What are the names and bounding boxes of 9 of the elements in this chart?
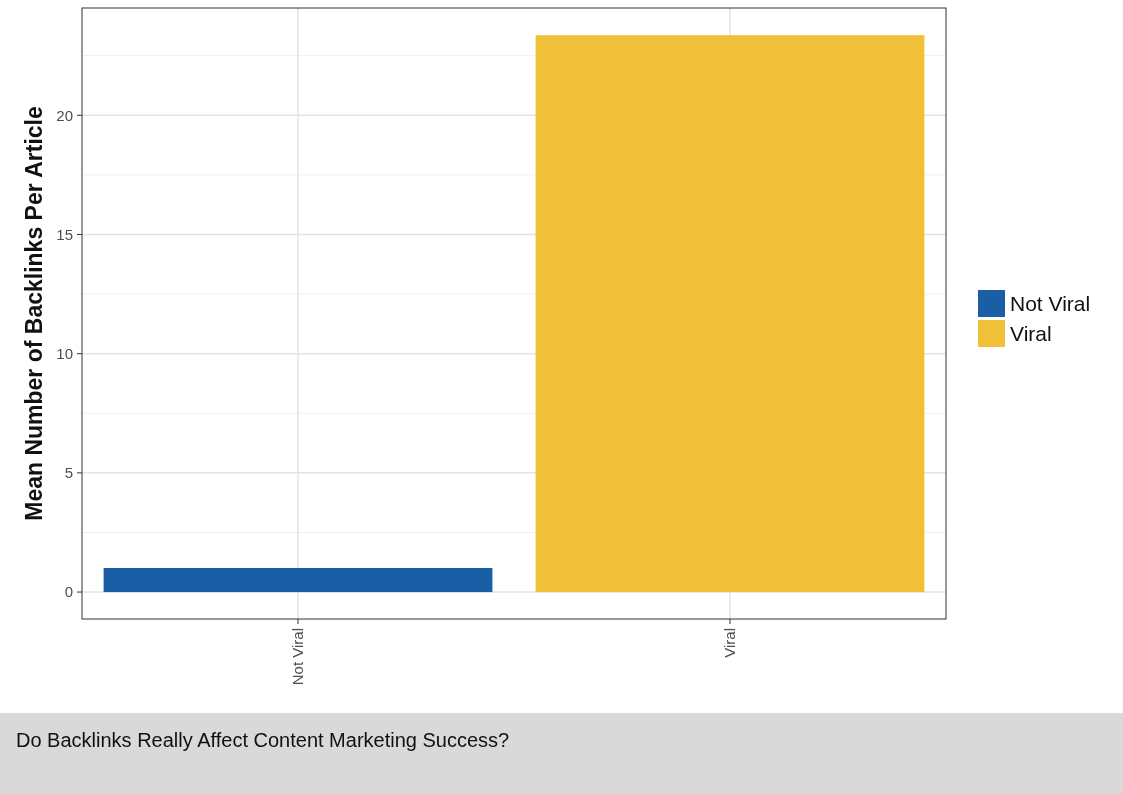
y-tick-label: 20 xyxy=(56,106,73,124)
y-tick-label: 0 xyxy=(64,583,73,601)
text: Do Backlinks Really Affect Content Marketing Success? xyxy=(16,729,510,751)
y-tick-label: 15 xyxy=(56,225,73,243)
y-tick-label: 5 xyxy=(64,464,73,482)
legend-label: Not Viral xyxy=(1010,292,1091,316)
legend-label: Viral xyxy=(1010,322,1052,346)
y-tick-label: 10 xyxy=(56,344,73,362)
y-axis-title: Mean Number of Backlinks Per Article xyxy=(21,106,47,521)
